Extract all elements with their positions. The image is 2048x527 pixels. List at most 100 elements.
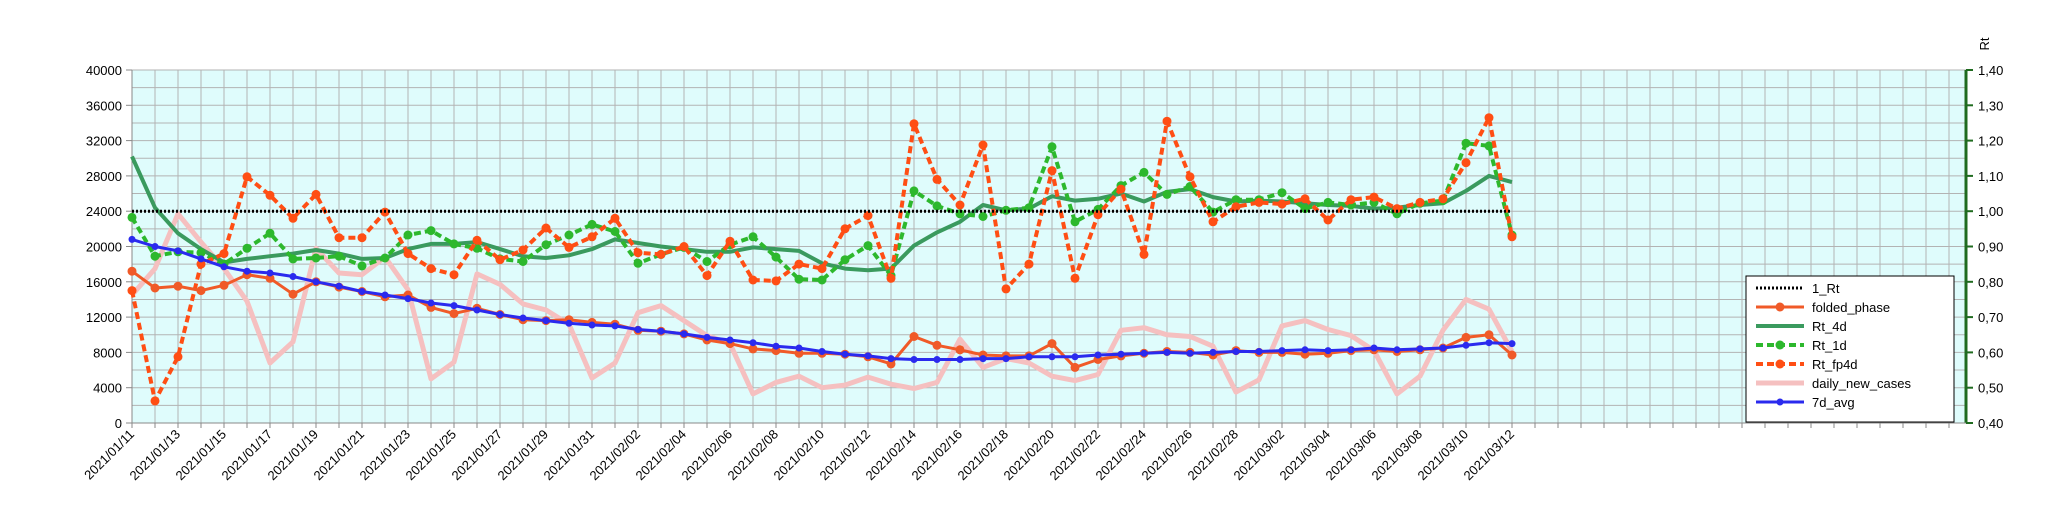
y-tick-label: 0 [115, 416, 122, 431]
data-point [1025, 353, 1033, 361]
data-point [220, 263, 228, 271]
data-point [288, 254, 298, 264]
series-Rt_fp4d [127, 113, 1517, 406]
data-point [127, 286, 137, 296]
data-point [265, 273, 275, 283]
y2-tick-label: 1,40 [1978, 63, 2003, 78]
data-point [1071, 353, 1079, 361]
data-point [1301, 346, 1309, 354]
y-tick-label: 40000 [86, 63, 122, 78]
series-Rt_1d [127, 138, 1517, 285]
data-point [449, 239, 459, 249]
data-point [288, 289, 298, 299]
data-point [357, 261, 367, 271]
data-point [518, 245, 528, 255]
data-point [1393, 346, 1401, 354]
legend-item-folded_phase: folded_phase [1756, 300, 1890, 315]
data-point [127, 266, 137, 276]
data-point [542, 317, 550, 325]
y-tick-label: 16000 [86, 275, 122, 290]
data-point [1300, 204, 1310, 214]
data-point [1162, 189, 1172, 199]
data-point [1278, 347, 1286, 355]
data-point [288, 213, 298, 223]
data-point [311, 189, 321, 199]
data-point [266, 269, 274, 277]
data-point [565, 319, 573, 327]
data-point [1416, 345, 1424, 353]
data-point [518, 257, 528, 266]
data-point [1484, 330, 1494, 340]
data-point [1001, 284, 1011, 294]
data-point [219, 280, 229, 290]
data-point [1002, 355, 1010, 363]
data-point [219, 249, 229, 259]
data-point [910, 356, 918, 363]
data-point [1231, 202, 1241, 212]
data-point [1070, 273, 1080, 283]
y2-tick-label: 1,30 [1978, 98, 2003, 113]
series-line [130, 211, 1515, 397]
data-point [1140, 349, 1148, 357]
grid [131, 69, 1966, 424]
data-point [1139, 249, 1149, 259]
data-point [128, 235, 136, 243]
data-point [955, 345, 965, 355]
data-point [679, 242, 689, 251]
data-point [748, 232, 758, 242]
data-point [932, 340, 942, 350]
data-point [1439, 344, 1447, 352]
legend-label: 1_Rt [1812, 281, 1840, 296]
legend-label: daily_new_cases [1812, 376, 1912, 391]
y-tick-label: 4000 [93, 381, 122, 396]
y2-tick-label: 1,10 [1978, 169, 2003, 184]
data-point [703, 333, 711, 341]
data-point [1047, 339, 1057, 349]
data-point [472, 235, 482, 245]
data-point [771, 252, 781, 262]
data-point [1024, 259, 1034, 269]
data-point [933, 356, 941, 363]
data-point [818, 348, 826, 355]
data-point [1047, 166, 1057, 176]
x-axis: 2021/01/112021/01/132021/01/152021/01/17… [81, 422, 1966, 483]
data-point [1047, 142, 1057, 152]
data-point [1024, 203, 1034, 213]
data-point [1484, 113, 1494, 123]
y2-tick-label: 0,70 [1978, 310, 2003, 325]
data-point [174, 247, 182, 255]
data-point [725, 236, 735, 246]
data-point [403, 230, 413, 240]
data-point [449, 309, 459, 319]
data-point [242, 243, 252, 253]
data-point [1346, 195, 1356, 205]
data-point [1070, 217, 1080, 227]
legend-label: folded_phase [1812, 300, 1890, 315]
data-point [289, 273, 297, 280]
data-point [381, 291, 389, 299]
data-point [541, 240, 551, 250]
data-point [978, 212, 988, 221]
data-point [403, 249, 413, 259]
data-point [886, 359, 896, 369]
data-point [196, 286, 206, 296]
y-tick-label: 8000 [93, 345, 122, 360]
y2-tick-label: 0,90 [1978, 240, 2003, 255]
data-point [519, 314, 527, 322]
data-point [749, 339, 757, 347]
data-point [1508, 340, 1516, 348]
data-point [1507, 350, 1517, 360]
data-point [196, 248, 206, 258]
data-point [840, 224, 850, 234]
data-point [794, 259, 804, 269]
data-point [748, 344, 758, 354]
data-point [1323, 215, 1333, 225]
y2-tick-label: 0,40 [1978, 416, 2003, 431]
data-point [1185, 172, 1195, 182]
data-point [404, 295, 412, 303]
data-point [265, 228, 275, 238]
series-daily_new_cases [130, 211, 1515, 397]
data-point [633, 248, 643, 258]
y-tick-label: 20000 [86, 240, 122, 255]
